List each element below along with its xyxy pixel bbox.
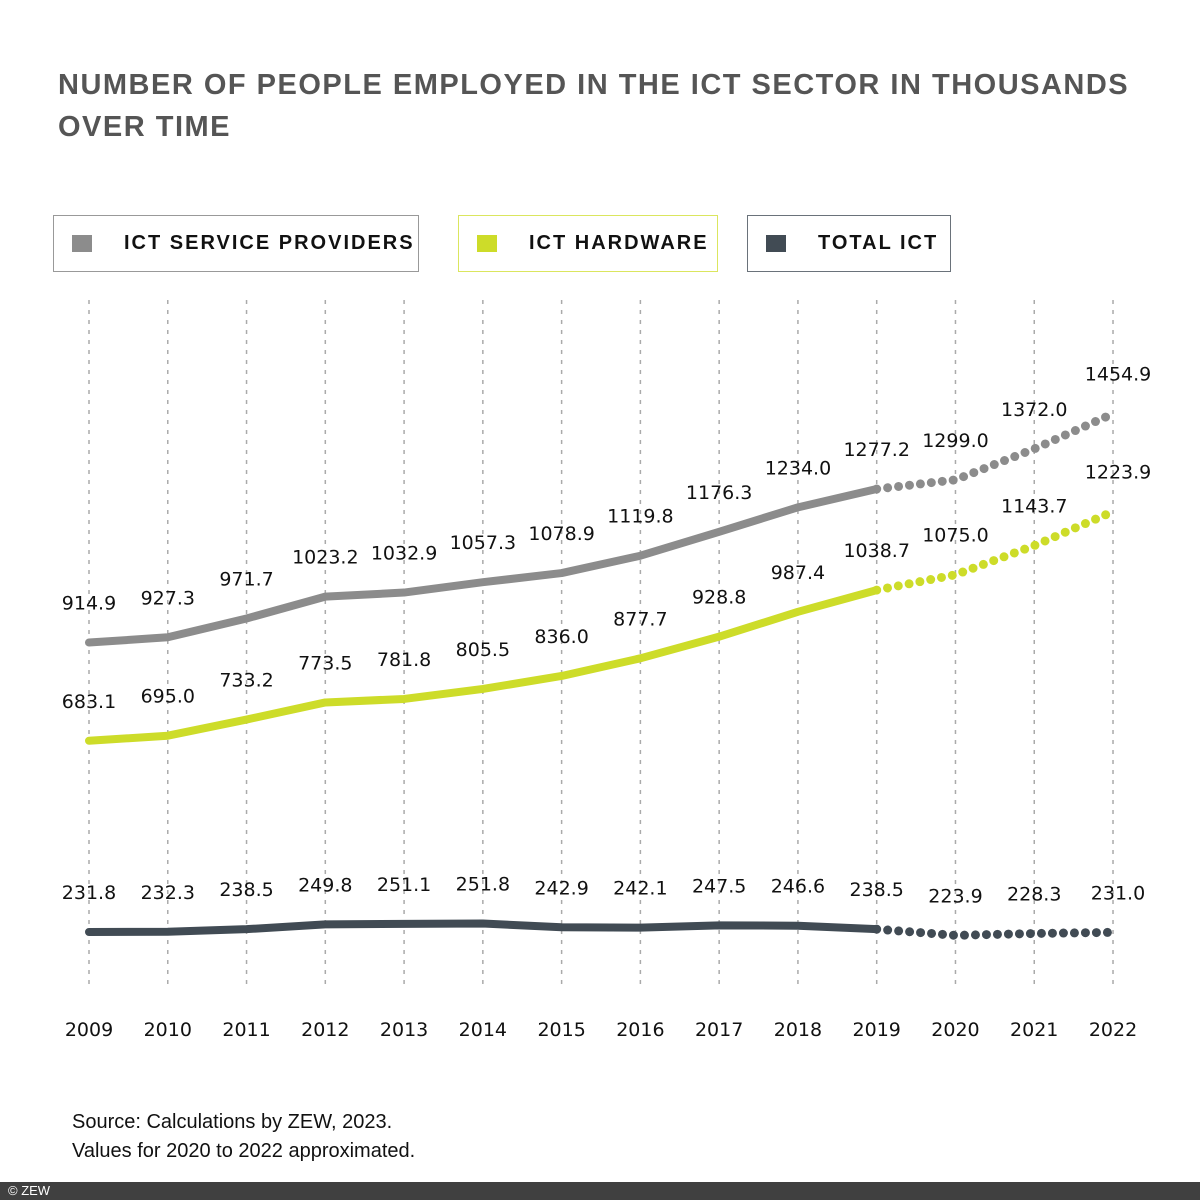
data-label: 805.5 — [456, 639, 510, 661]
data-label: 914.9 — [62, 593, 116, 615]
x-tick-label: 2018 — [774, 1019, 822, 1041]
legend-swatch — [766, 235, 786, 252]
data-label: 1038.7 — [843, 540, 909, 562]
data-label: 231.0 — [1091, 882, 1145, 904]
x-tick-label: 2010 — [144, 1019, 192, 1041]
data-label: 773.5 — [298, 652, 352, 674]
source-note: Source: Calculations by ZEW, 2023. Value… — [72, 1108, 415, 1166]
legend-swatch — [72, 235, 92, 252]
x-tick-label: 2022 — [1089, 1019, 1137, 1041]
x-tick-label: 2009 — [65, 1019, 113, 1041]
data-label: 1372.0 — [1001, 399, 1067, 421]
data-label: 971.7 — [219, 568, 273, 590]
x-tick-label: 2013 — [380, 1019, 428, 1041]
series-projection-1 — [872, 507, 1118, 595]
data-label: 1119.8 — [607, 506, 673, 528]
x-tick-label: 2011 — [222, 1019, 270, 1041]
data-label: 231.8 — [62, 882, 116, 904]
data-label: 1223.9 — [1085, 462, 1151, 484]
data-label: 836.0 — [534, 626, 588, 648]
legend-swatch — [477, 235, 497, 252]
legend-label: ICT SERVICE PROVIDERS — [124, 232, 415, 254]
legend-label: TOTAL ICT — [818, 232, 939, 254]
data-label: 242.9 — [534, 877, 588, 899]
data-label: 927.3 — [141, 587, 195, 609]
data-label: 1023.2 — [292, 547, 358, 569]
x-tick-label: 2017 — [695, 1019, 743, 1041]
data-label: 246.6 — [771, 876, 825, 898]
legend-item-ict-service-providers: ICT SERVICE PROVIDERS — [53, 215, 419, 272]
series-line-0 — [85, 485, 881, 647]
data-label: 251.8 — [456, 874, 510, 896]
series-line-2 — [85, 919, 881, 936]
x-tick-label: 2020 — [931, 1019, 979, 1041]
data-label: 242.1 — [613, 878, 667, 900]
data-label: 781.8 — [377, 649, 431, 671]
data-label: 1277.2 — [843, 439, 909, 461]
data-label: 733.2 — [219, 670, 273, 692]
data-label: 1057.3 — [450, 532, 516, 554]
copyright-footer: © ZEW — [0, 1182, 1200, 1200]
data-label: 1234.0 — [765, 457, 831, 479]
data-label: 247.5 — [692, 875, 746, 897]
data-label: 251.1 — [377, 874, 431, 896]
data-label: 1075.0 — [922, 525, 988, 547]
source-line: Source: Calculations by ZEW, 2023. — [72, 1111, 393, 1133]
x-tick-label: 2012 — [301, 1019, 349, 1041]
data-label: 877.7 — [613, 608, 667, 630]
x-tick-label: 2021 — [1010, 1019, 1058, 1041]
data-label: 1078.9 — [528, 523, 594, 545]
data-label: 228.3 — [1007, 883, 1061, 905]
data-label: 1143.7 — [1001, 496, 1067, 518]
x-tick-label: 2016 — [616, 1019, 664, 1041]
data-label: 987.4 — [771, 562, 825, 584]
data-label: 683.1 — [62, 691, 116, 713]
x-tick-label: 2014 — [459, 1019, 507, 1041]
data-label: 1176.3 — [686, 482, 752, 504]
series-projection-2 — [872, 924, 1118, 940]
data-label: 238.5 — [219, 879, 273, 901]
legend-item-total-ict: TOTAL ICT — [747, 215, 951, 272]
title-line-2: OVER TIME — [58, 111, 232, 143]
legend-item-ict-hardware: ICT HARDWARE — [458, 215, 718, 272]
data-label: 238.5 — [849, 879, 903, 901]
legend-label: ICT HARDWARE — [529, 232, 709, 254]
data-label: 1454.9 — [1085, 364, 1151, 386]
data-label: 249.8 — [298, 874, 352, 896]
series-projection-0 — [872, 409, 1118, 494]
x-tick-label: 2019 — [853, 1019, 901, 1041]
x-tick-label: 2015 — [537, 1019, 585, 1041]
data-label: 223.9 — [928, 885, 982, 907]
data-label: 928.8 — [692, 587, 746, 609]
title-line-1: NUMBER OF PEOPLE EMPLOYED IN THE ICT SEC… — [58, 69, 1130, 101]
data-label: 1299.0 — [922, 430, 988, 452]
approximation-note: Values for 2020 to 2022 approximated. — [72, 1140, 416, 1162]
data-label: 232.3 — [141, 882, 195, 904]
chart-title: NUMBER OF PEOPLE EMPLOYED IN THE ICT SEC… — [58, 64, 1129, 148]
data-label: 1032.9 — [371, 543, 437, 565]
data-label: 695.0 — [141, 686, 195, 708]
series-line-1 — [85, 586, 881, 745]
